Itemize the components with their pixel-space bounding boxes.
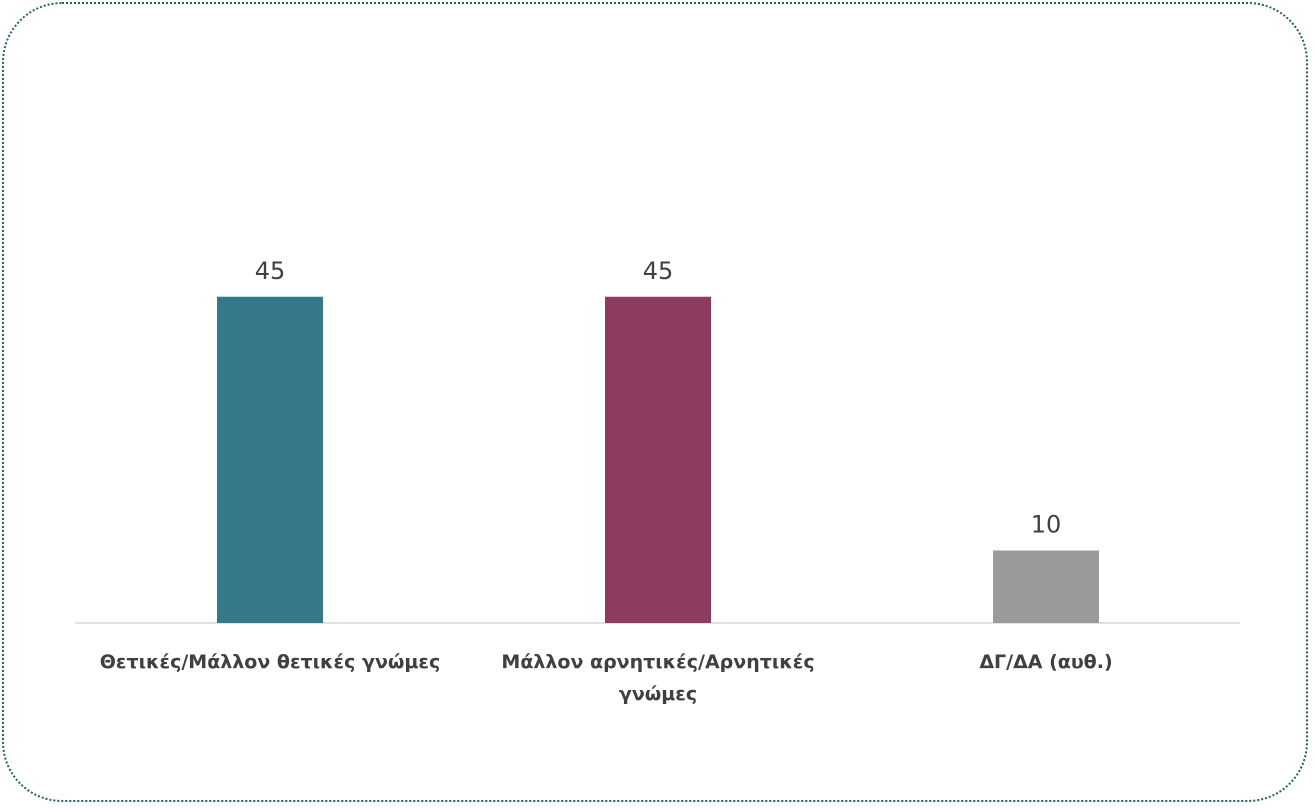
value-labels-group: 45 45 10 <box>255 257 1062 539</box>
bar-3 <box>993 550 1099 623</box>
data-label-2: 45 <box>643 257 674 285</box>
data-label-1: 45 <box>255 257 286 285</box>
category-labels-group: Θετικές/Μάλλον θετικές γνώμες Μάλλον αρνη… <box>100 651 1113 705</box>
category-label-1: Θετικές/Μάλλον θετικές γνώμες <box>100 651 440 673</box>
category-label-line: γνώμες <box>619 683 697 705</box>
bar-2 <box>605 296 711 623</box>
data-label-3: 10 <box>1031 511 1062 539</box>
bars-group <box>217 296 1099 623</box>
category-label-2: Μάλλον αρνητικές/Αρνητικές γνώμες <box>501 651 814 705</box>
category-label-line: ΔΓ/ΔΑ (αυθ.) <box>979 651 1112 673</box>
category-label-line: Μάλλον αρνητικές/Αρνητικές <box>501 651 814 673</box>
category-label-3: ΔΓ/ΔΑ (αυθ.) <box>979 651 1112 673</box>
category-label-line: Θετικές/Μάλλον θετικές γνώμες <box>100 651 440 673</box>
bar-1 <box>217 296 323 623</box>
